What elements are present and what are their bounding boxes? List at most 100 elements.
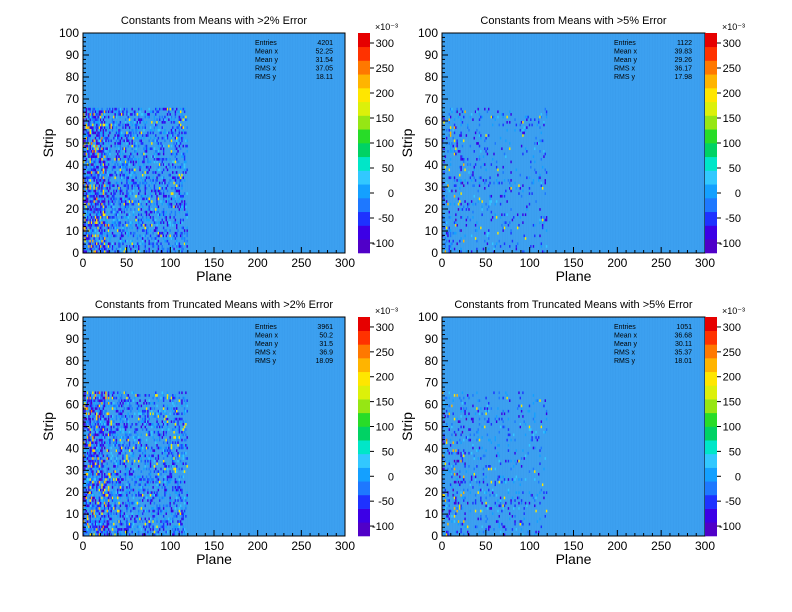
heatmap-cell	[114, 504, 116, 508]
heatmap-cell	[94, 163, 97, 166]
heatmap-cell	[459, 239, 461, 243]
heatmap-cell	[132, 155, 135, 158]
heatmap-cell	[97, 428, 99, 431]
heatmap-cell	[181, 438, 183, 442]
heatmap-cell	[442, 107, 444, 111]
heatmap-cell	[526, 205, 528, 209]
heatmap-cell	[535, 136, 537, 140]
heatmap-cell	[460, 139, 462, 143]
heatmap-cell	[115, 472, 118, 476]
heatmap-cell	[106, 155, 108, 158]
heatmap-cell	[147, 493, 149, 497]
heatmap-cell	[103, 404, 106, 408]
heatmap-cell	[148, 430, 150, 434]
heatmap-cell	[162, 394, 165, 397]
heatmap-cell	[157, 486, 160, 489]
heatmap-cell	[162, 478, 165, 481]
heatmap-cell	[149, 412, 152, 416]
heatmap-cell	[123, 165, 126, 169]
heatmap-cell	[127, 499, 129, 502]
heatmap-cell	[162, 423, 165, 426]
heatmap-cell	[139, 475, 141, 479]
heatmap-cell	[186, 409, 188, 413]
heatmap-cell	[89, 168, 91, 172]
heatmap-cell	[147, 229, 149, 232]
heatmap-cell	[118, 197, 120, 201]
heatmap-cell	[111, 407, 114, 410]
heatmap-cell	[145, 202, 148, 206]
heatmap-cell	[134, 528, 136, 531]
heatmap-cell	[83, 250, 85, 253]
heatmap-cell	[185, 139, 187, 143]
heatmap-cell	[117, 189, 119, 193]
heatmap-cell	[119, 189, 122, 193]
heatmap-cell	[85, 496, 88, 500]
heatmap-cell	[162, 226, 165, 230]
heatmap-cell	[92, 491, 94, 494]
heatmap-cell	[89, 423, 91, 426]
heatmap-cell	[86, 187, 89, 190]
heatmap-cell	[106, 493, 108, 497]
heatmap-cell	[176, 433, 178, 437]
heatmap-cell	[143, 420, 145, 423]
x-tick-label: 150	[204, 539, 224, 553]
heatmap-cell	[89, 493, 91, 497]
heatmap-cell	[501, 213, 503, 217]
heatmap-cell	[147, 480, 149, 484]
heatmap-cell	[89, 430, 91, 434]
heatmap-cell	[155, 150, 157, 153]
heatmap-cell	[103, 136, 106, 140]
heatmap-cell	[126, 131, 128, 135]
heatmap-cell	[140, 444, 143, 447]
heatmap-cell	[452, 144, 454, 148]
heatmap-cell	[89, 147, 91, 151]
heatmap-cell	[449, 231, 452, 235]
heatmap-cell	[489, 181, 491, 185]
heatmap-cell	[110, 205, 112, 209]
heatmap-cell	[94, 229, 97, 232]
heatmap-cell	[123, 250, 126, 253]
heatmap-cell	[181, 194, 183, 198]
heatmap-cell	[134, 123, 136, 127]
heatmap-cell	[148, 176, 150, 180]
heatmap-cell	[93, 436, 95, 439]
heatmap-cell	[176, 231, 178, 235]
heatmap-cell	[113, 245, 115, 248]
heatmap-cell	[113, 202, 115, 206]
heatmap-cell	[122, 493, 124, 497]
heatmap-cell	[100, 147, 102, 151]
heatmap-cell	[106, 192, 108, 195]
heatmap-cell	[94, 192, 97, 195]
y-tick-label: 80	[66, 70, 80, 84]
heatmap-cell	[174, 394, 177, 397]
heatmap-cell	[120, 533, 123, 536]
heatmap-cell	[109, 245, 111, 248]
heatmap-cell	[166, 202, 169, 206]
heatmap-cell	[89, 237, 91, 240]
heatmap-cell	[141, 239, 144, 243]
heatmap-cell	[172, 223, 174, 227]
heatmap-cell	[101, 194, 103, 198]
stat-value: 31.5	[319, 341, 333, 348]
heatmap-cell	[144, 210, 146, 214]
heatmap-cell	[85, 417, 88, 421]
heatmap-cell	[117, 213, 119, 217]
heatmap-cell	[176, 491, 178, 494]
heatmap-cell	[136, 423, 139, 426]
heatmap-cell	[107, 115, 110, 119]
heatmap-cell	[98, 409, 101, 413]
heatmap-cell	[459, 179, 461, 182]
heatmap-cell	[157, 507, 160, 510]
heatmap-cell	[107, 163, 110, 166]
heatmap-cell	[161, 496, 163, 500]
heatmap-cell	[151, 242, 153, 246]
heatmap-cell	[478, 181, 481, 185]
heatmap-cell	[123, 441, 126, 445]
heatmap-cell	[177, 165, 179, 169]
heatmap-cell	[97, 480, 99, 484]
heatmap-cell	[182, 107, 184, 111]
heatmap-cell	[158, 480, 161, 484]
heatmap-cell	[141, 486, 144, 489]
heatmap-cell	[113, 525, 115, 529]
heatmap-cell	[89, 134, 91, 137]
